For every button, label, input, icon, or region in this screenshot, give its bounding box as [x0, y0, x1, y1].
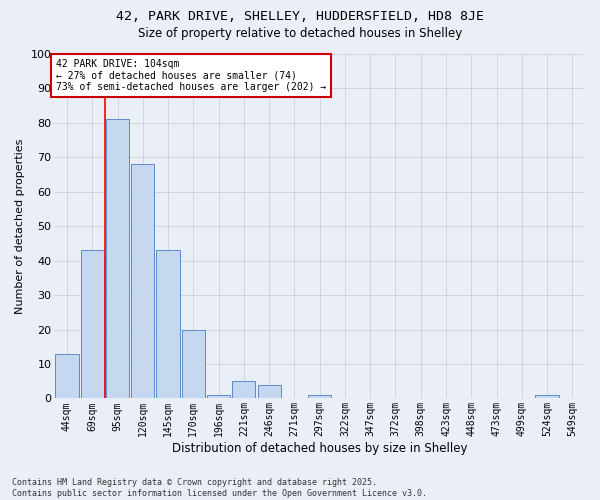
Bar	[55, 354, 79, 399]
Bar	[80, 250, 104, 398]
Text: Contains HM Land Registry data © Crown copyright and database right 2025.
Contai: Contains HM Land Registry data © Crown c…	[12, 478, 427, 498]
Text: 42, PARK DRIVE, SHELLEY, HUDDERSFIELD, HD8 8JE: 42, PARK DRIVE, SHELLEY, HUDDERSFIELD, H…	[116, 10, 484, 23]
Bar	[106, 120, 129, 398]
Y-axis label: Number of detached properties: Number of detached properties	[15, 138, 25, 314]
Bar	[308, 395, 331, 398]
Bar	[257, 384, 281, 398]
Bar	[207, 395, 230, 398]
Bar	[157, 250, 179, 398]
Text: Size of property relative to detached houses in Shelley: Size of property relative to detached ho…	[138, 28, 462, 40]
Bar	[232, 381, 256, 398]
Bar	[131, 164, 154, 398]
X-axis label: Distribution of detached houses by size in Shelley: Distribution of detached houses by size …	[172, 442, 467, 455]
Bar	[535, 395, 559, 398]
Text: 42 PARK DRIVE: 104sqm
← 27% of detached houses are smaller (74)
73% of semi-deta: 42 PARK DRIVE: 104sqm ← 27% of detached …	[56, 59, 326, 92]
Bar	[182, 330, 205, 398]
